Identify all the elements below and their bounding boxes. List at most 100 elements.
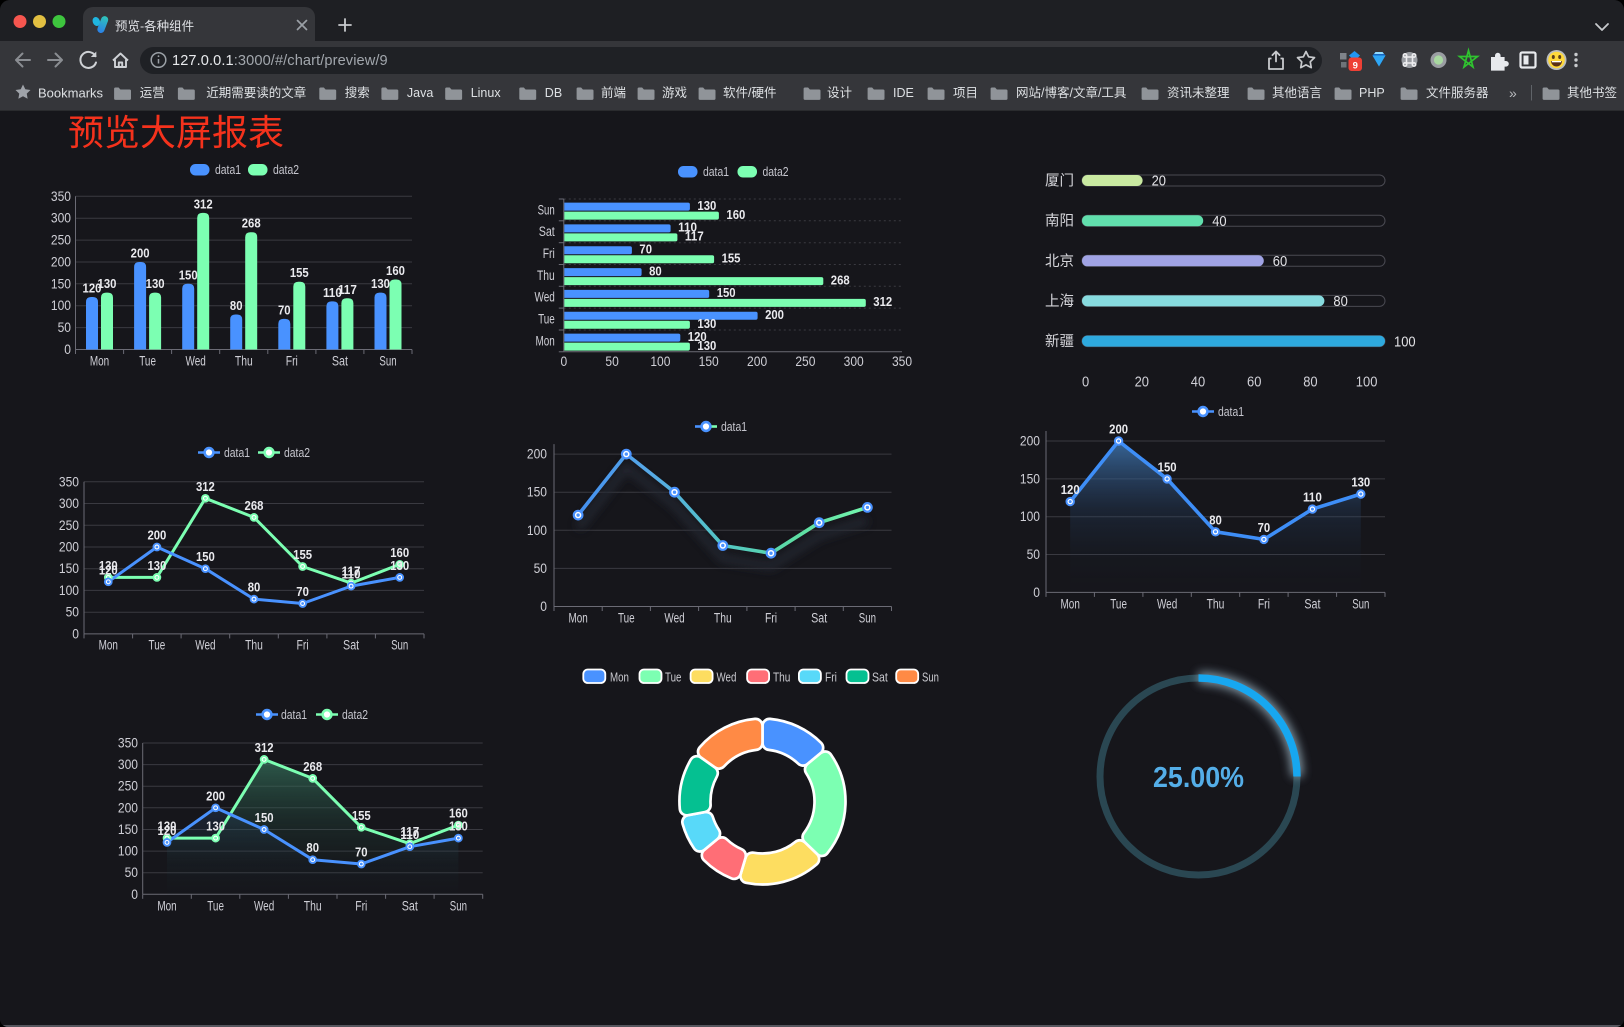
svg-text:50: 50 (1027, 547, 1040, 562)
svg-text:0: 0 (131, 887, 138, 902)
svg-text:120: 120 (99, 562, 118, 577)
svg-text:300: 300 (59, 496, 79, 511)
svg-text:312: 312 (194, 196, 213, 211)
svg-text:80: 80 (1303, 375, 1317, 391)
svg-text:Sun: Sun (922, 671, 939, 685)
svg-text:»: » (1509, 85, 1517, 101)
svg-text:150: 150 (527, 485, 547, 500)
svg-text:Wed: Wed (664, 611, 684, 626)
svg-text:运营: 运营 (140, 86, 165, 100)
svg-text:Sat: Sat (872, 671, 888, 685)
svg-text:130: 130 (206, 819, 225, 834)
svg-text:100: 100 (51, 298, 71, 313)
svg-text:50: 50 (534, 561, 547, 576)
svg-text:100: 100 (118, 844, 138, 859)
svg-text:110: 110 (678, 220, 697, 235)
svg-text:Fri: Fri (765, 611, 777, 626)
svg-text:155: 155 (290, 265, 309, 280)
svg-text:Thu: Thu (714, 611, 732, 626)
svg-text:data2: data2 (273, 163, 299, 177)
svg-text:Thu: Thu (235, 354, 253, 369)
svg-text:155: 155 (722, 251, 741, 266)
svg-text:150: 150 (1020, 471, 1040, 486)
svg-text:Sat: Sat (402, 899, 418, 914)
svg-text:200: 200 (1020, 434, 1040, 449)
svg-text:80: 80 (248, 580, 261, 595)
svg-text:Sat: Sat (539, 224, 555, 239)
svg-text:预览-各种组件: 预览-各种组件 (115, 19, 194, 34)
svg-text:40: 40 (1212, 214, 1226, 230)
svg-text:100: 100 (59, 583, 79, 598)
svg-text:80: 80 (1209, 512, 1222, 527)
svg-text:Tue: Tue (1110, 597, 1127, 612)
svg-text:150: 150 (179, 267, 198, 282)
svg-text:130: 130 (158, 819, 177, 834)
svg-text:300: 300 (844, 354, 864, 369)
svg-text:Wed: Wed (717, 671, 737, 685)
svg-text:设计: 设计 (827, 85, 852, 100)
svg-text:项目: 项目 (953, 86, 978, 100)
svg-text:Fri: Fri (286, 354, 298, 369)
svg-text:Fri: Fri (1258, 597, 1270, 612)
svg-text:120: 120 (688, 329, 707, 344)
svg-text:250: 250 (118, 779, 138, 794)
svg-text:data1: data1 (224, 446, 250, 460)
svg-text:268: 268 (303, 759, 322, 774)
svg-text:250: 250 (795, 354, 815, 369)
svg-text:150: 150 (51, 276, 71, 291)
svg-text:70: 70 (1258, 520, 1271, 535)
svg-text:Wed: Wed (535, 290, 555, 305)
svg-text:100: 100 (650, 354, 670, 369)
svg-text:Wed: Wed (195, 638, 215, 653)
svg-text:Wed: Wed (186, 354, 206, 369)
svg-text:117: 117 (338, 282, 357, 297)
svg-text:游戏: 游戏 (662, 86, 687, 100)
svg-text:130: 130 (1351, 475, 1370, 490)
svg-text:软件/硬件: 软件/硬件 (723, 86, 776, 100)
svg-text:150: 150 (196, 549, 215, 564)
svg-text:200: 200 (59, 540, 79, 555)
svg-text:文件服务器: 文件服务器 (1426, 85, 1489, 100)
svg-text:Sat: Sat (1304, 597, 1320, 612)
svg-text:Sun: Sun (379, 354, 396, 369)
svg-text:北京: 北京 (1045, 253, 1074, 270)
svg-text:0: 0 (1033, 585, 1040, 600)
svg-text:50: 50 (125, 865, 138, 880)
svg-text:200: 200 (1109, 422, 1128, 437)
svg-text:DB: DB (545, 86, 562, 100)
svg-text:100: 100 (1356, 375, 1378, 391)
svg-text:300: 300 (118, 757, 138, 772)
svg-text:data2: data2 (342, 708, 368, 722)
svg-text:Thu: Thu (773, 671, 790, 685)
svg-text:网站/博客/文章/工具: 网站/博客/文章/工具 (1016, 85, 1127, 100)
svg-text:9: 9 (1353, 60, 1358, 71)
svg-text:200: 200 (527, 447, 547, 462)
svg-text:Sun: Sun (391, 638, 408, 653)
svg-text:data2: data2 (763, 165, 789, 179)
svg-text:100: 100 (1020, 509, 1040, 524)
svg-text:110: 110 (1303, 490, 1322, 505)
svg-text:130: 130 (697, 316, 716, 331)
svg-text:40: 40 (1191, 375, 1205, 391)
svg-text:上海: 上海 (1045, 293, 1074, 310)
svg-text:312: 312 (255, 740, 274, 755)
svg-text:350: 350 (118, 736, 138, 751)
svg-text:268: 268 (245, 498, 264, 513)
svg-text:312: 312 (196, 479, 215, 494)
svg-text:data1: data1 (281, 708, 307, 722)
svg-text:150: 150 (699, 354, 719, 369)
svg-text:Sun: Sun (450, 899, 467, 914)
svg-text:data1: data1 (703, 165, 729, 179)
svg-text:Sat: Sat (332, 354, 348, 369)
svg-text:近期需要读的文章: 近期需要读的文章 (206, 85, 306, 100)
svg-text:Tue: Tue (665, 671, 681, 685)
svg-text:200: 200 (131, 246, 150, 261)
svg-text:Thu: Thu (1207, 597, 1225, 612)
svg-text:Fri: Fri (297, 638, 309, 653)
svg-text:20: 20 (1152, 174, 1166, 190)
svg-text:Mon: Mon (90, 354, 109, 369)
svg-text:80: 80 (649, 263, 662, 278)
svg-text:70: 70 (639, 242, 652, 257)
svg-text:130: 130 (146, 276, 165, 291)
svg-text:Sun: Sun (538, 202, 555, 217)
